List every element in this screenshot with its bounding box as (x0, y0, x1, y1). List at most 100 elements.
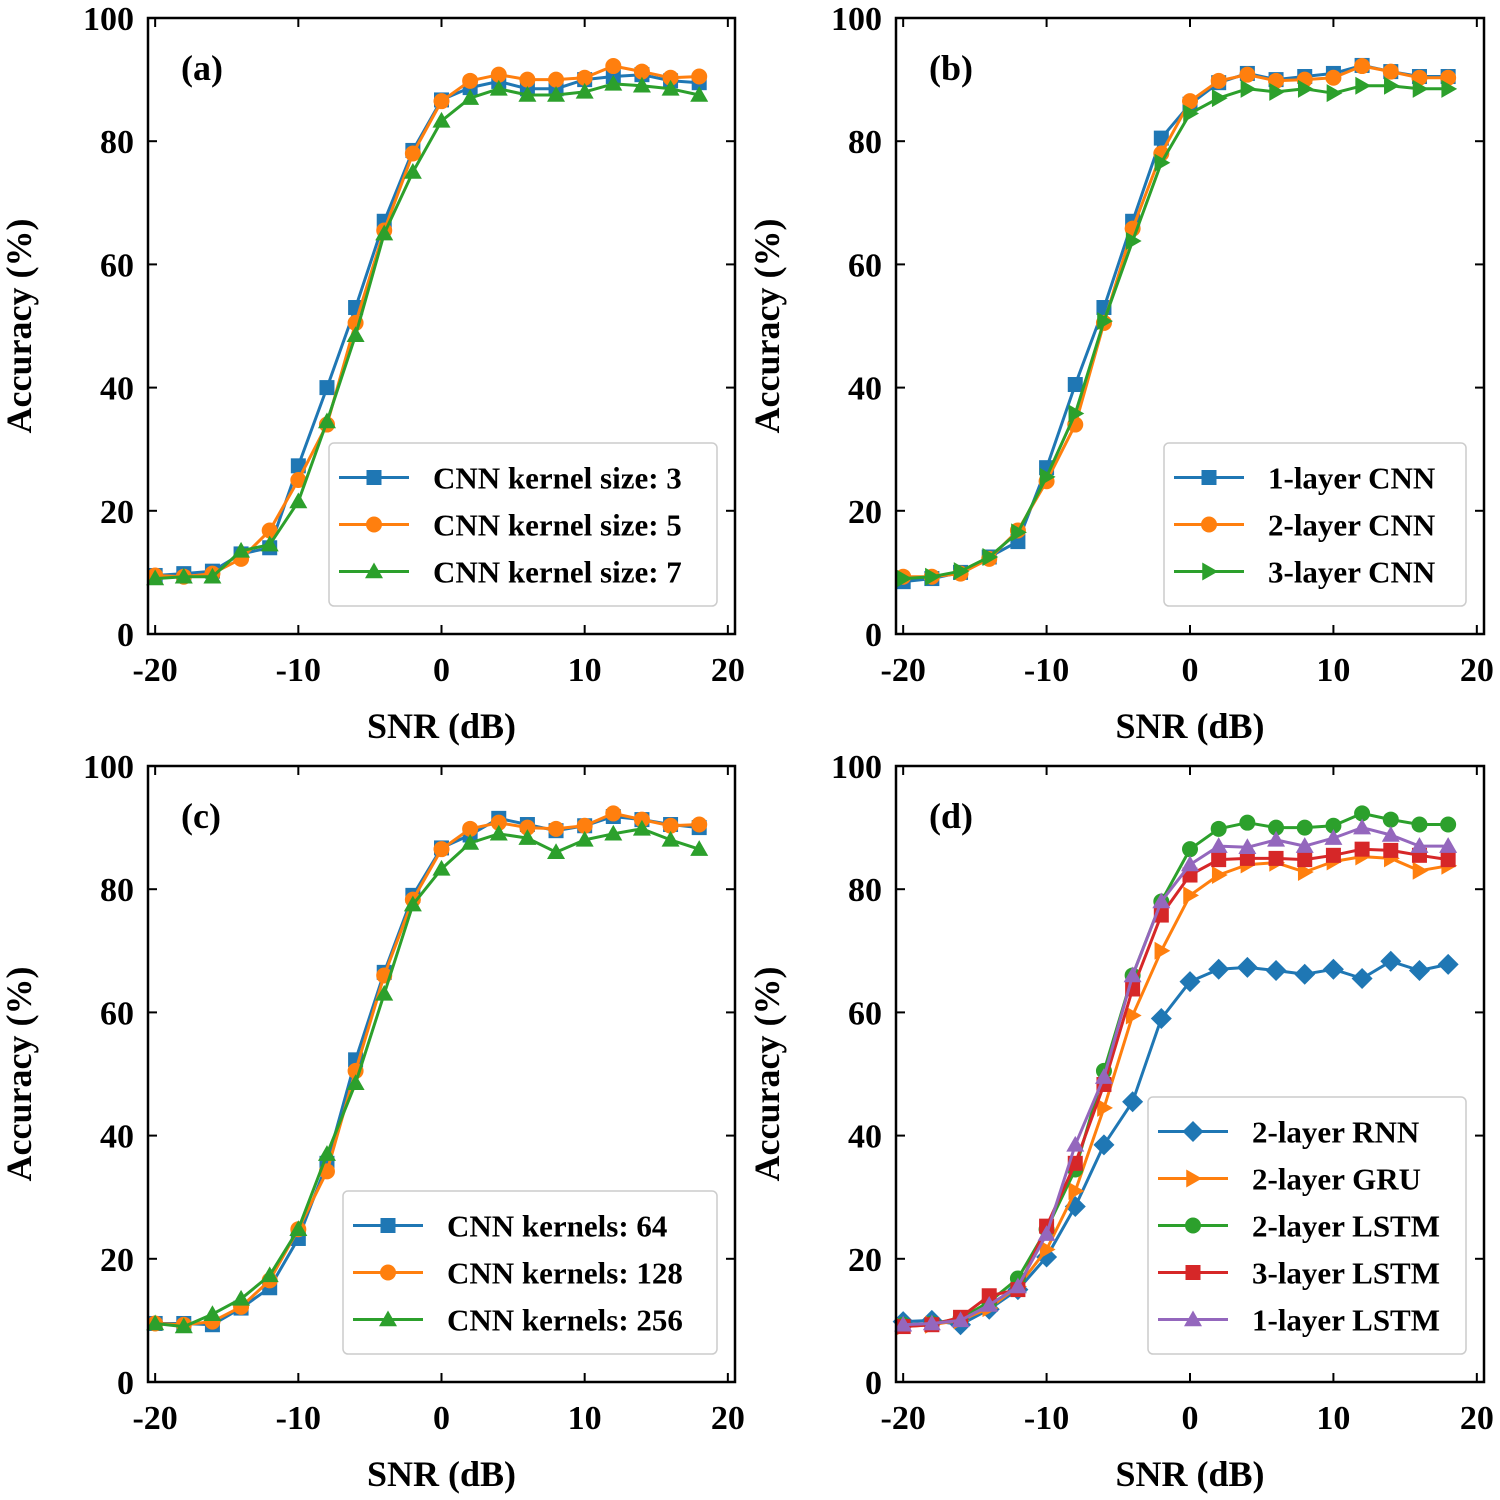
y-tick-label: 80 (100, 872, 134, 909)
data-point (1179, 971, 1201, 993)
y-tick-label: 80 (848, 124, 882, 161)
legend-marker (1185, 1217, 1201, 1234)
data-point (1353, 818, 1372, 835)
data-point (1211, 866, 1228, 885)
x-axis-title: SNR (dB) (1115, 706, 1264, 746)
x-tick-label: 20 (1460, 1400, 1494, 1437)
data-point (1066, 1135, 1085, 1152)
y-tick-label: 40 (100, 1119, 134, 1156)
panel-label: (d) (929, 796, 973, 836)
chart-panel-3: -20 -10 0 10 20 0 20 40 60 80 100 (c) SNR (dB) Accura… (0, 749, 745, 1494)
legend-marker (366, 470, 382, 485)
data-point (1008, 1277, 1027, 1294)
data-point (575, 82, 594, 99)
legend-marker (1186, 1169, 1202, 1188)
y-axis-title: Accuracy (%) (0, 967, 39, 1182)
plot-frame (894, 764, 1486, 1384)
data-point (1322, 958, 1344, 980)
data-point (633, 63, 650, 80)
data-point (894, 1315, 913, 1332)
data-point (1152, 892, 1171, 909)
x-tick-label: 20 (711, 652, 745, 689)
legend-label: 2-layer LSTM (1252, 1209, 1440, 1244)
data-point (317, 412, 336, 429)
legend-label: 2-layer RNN (1252, 1115, 1419, 1150)
data-point (1039, 1240, 1056, 1259)
legend: CNN kernel size: 3 CNN kernel size: 5 CNN … (328, 442, 718, 607)
panel-label: (a) (181, 48, 223, 88)
legend-marker (366, 516, 382, 533)
x-tick-label: -10 (1024, 652, 1069, 689)
data-point (691, 816, 708, 833)
data-point (290, 472, 307, 488)
data-point (1153, 130, 1169, 146)
data-point (1125, 231, 1142, 250)
data-point (174, 567, 193, 584)
chart-panel-2: -20 -10 0 10 20 0 20 40 60 80 100 (b) SNR (dB) Accura… (747, 1, 1494, 746)
data-point (260, 535, 279, 552)
data-point (1294, 963, 1316, 985)
data-point (1440, 852, 1456, 868)
x-tick-label: 0 (1182, 1400, 1199, 1437)
data-point (1382, 63, 1399, 80)
data-point (261, 522, 278, 539)
x-tick-label: -10 (276, 652, 321, 689)
data-point (289, 492, 308, 509)
x-axis-title: SNR (dB) (367, 706, 516, 746)
data-point (232, 1289, 251, 1306)
y-axis-title: Accuracy (%) (0, 219, 39, 434)
x-tick-label: 10 (568, 1400, 602, 1437)
data-point (548, 71, 565, 88)
y-tick-label: 0 (865, 1365, 882, 1402)
y-tick-label: 60 (848, 995, 882, 1032)
data-point (346, 326, 365, 342)
data-point (1239, 66, 1256, 83)
legend-label: 2-layer CNN (1268, 508, 1435, 543)
data-point (518, 829, 537, 845)
data-point (1068, 404, 1085, 423)
data-point (1150, 1008, 1172, 1030)
data-point (1154, 153, 1171, 172)
data-point (1440, 816, 1457, 833)
data-point (1265, 960, 1287, 982)
data-point (1268, 819, 1285, 836)
data-point (317, 1145, 336, 1161)
legend-marker (1201, 516, 1217, 533)
data-point (203, 567, 222, 584)
data-point (953, 562, 970, 581)
data-point (432, 111, 451, 128)
legend-marker (380, 1264, 396, 1281)
legend-label: 1-layer CNN (1268, 461, 1435, 496)
x-tick-label: 0 (433, 1400, 450, 1437)
data-point (1182, 841, 1198, 858)
data-point (203, 1305, 222, 1321)
data-point (1354, 841, 1370, 857)
data-point (1384, 76, 1400, 95)
legend-marker (1184, 1310, 1202, 1327)
data-point (925, 567, 941, 586)
data-point (490, 814, 507, 831)
data-point (1211, 852, 1227, 868)
legend-label: CNN kernel size: 3 (433, 461, 682, 496)
y-tick-label: 80 (848, 872, 882, 909)
legend-label: CNN kernels: 64 (447, 1209, 667, 1244)
legend-box (342, 1190, 718, 1355)
legend-label: 2-layer GRU (1252, 1162, 1421, 1197)
data-point (1211, 89, 1228, 108)
data-point (146, 569, 165, 586)
data-point (1297, 79, 1314, 98)
legend-marker (1185, 1265, 1201, 1280)
data-point (1039, 467, 1056, 486)
data-point (1325, 69, 1342, 86)
data-point (403, 895, 422, 912)
data-point (462, 72, 479, 89)
data-point (662, 69, 679, 86)
data-point (1181, 855, 1199, 872)
panel-label: (c) (181, 796, 221, 836)
x-tick-label: -20 (881, 1400, 926, 1437)
y-tick-label: 100 (831, 749, 882, 786)
data-point (1097, 312, 1113, 331)
y-tick-label: 100 (83, 749, 134, 786)
data-point (1093, 1134, 1115, 1156)
